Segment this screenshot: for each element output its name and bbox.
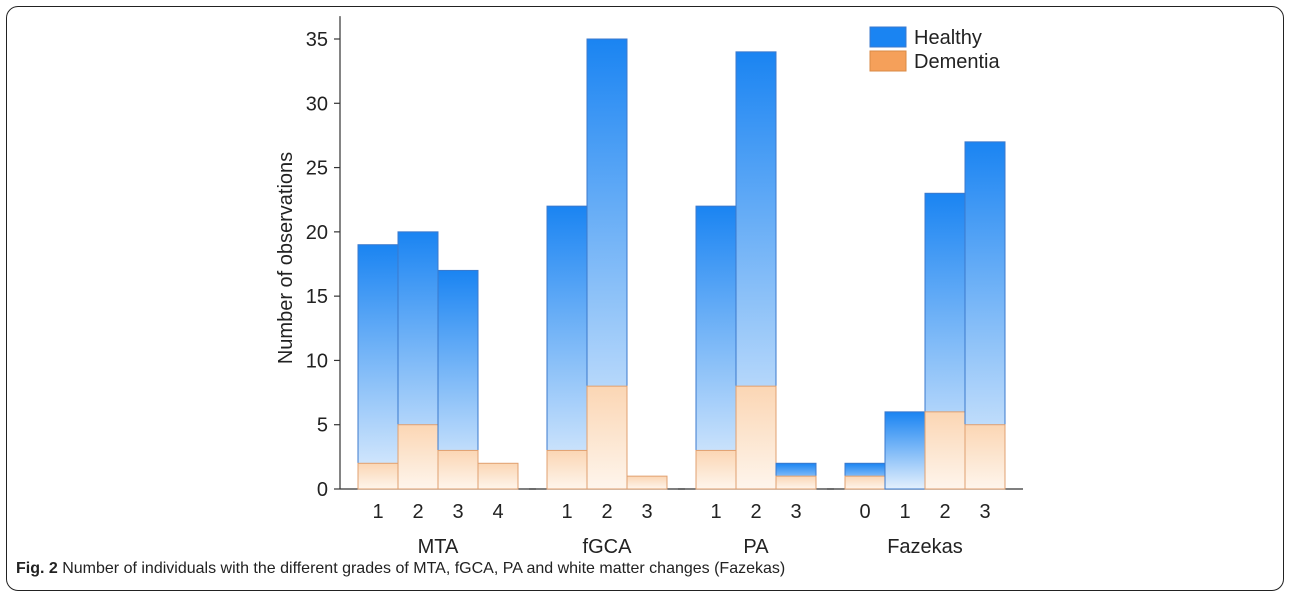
y-tick-label: 15 <box>306 286 328 308</box>
y-tick-label: 10 <box>306 350 328 372</box>
bar-healthy <box>695 205 737 490</box>
y-tick-label: 20 <box>306 222 328 244</box>
group-label: MTA <box>418 536 459 558</box>
y-tick-label: 0 <box>317 479 328 501</box>
y-tick-label: 25 <box>306 158 328 180</box>
caption-text: Number of individuals with the different… <box>57 560 786 577</box>
x-tick-label: 0 <box>859 501 870 523</box>
figure-caption: Fig. 2 Number of individuals with the di… <box>16 560 785 578</box>
x-tick-label: 2 <box>750 501 761 523</box>
bar-dementia <box>546 449 588 490</box>
y-tick-label: 5 <box>317 415 328 437</box>
bar-healthy <box>357 244 399 490</box>
x-tick-label: 1 <box>561 501 572 523</box>
bar-dementia <box>775 475 817 490</box>
bar-dementia <box>924 411 966 490</box>
x-tick-label: 2 <box>601 501 612 523</box>
bar-healthy <box>884 411 926 490</box>
x-tick-label: 4 <box>492 501 503 523</box>
y-tick-label: 30 <box>306 93 328 115</box>
x-tick-label: 3 <box>979 501 990 523</box>
bar-chart: 0 5 10 15 20 25 30 35 1 2 3 4 MTA 1 2 3 fGCA 1 2 3 PA 0 1 2 3 Faz… <box>275 16 1023 558</box>
y-axis-label: Number of observations <box>275 152 297 364</box>
bar-dementia <box>437 449 479 490</box>
group-label: PA <box>743 536 769 558</box>
bar-dementia <box>397 424 439 490</box>
y-tick-label: 35 <box>306 29 328 51</box>
legend-label-dementia: Dementia <box>914 51 1000 73</box>
bar-dementia <box>626 475 668 490</box>
bar-dementia <box>586 385 628 490</box>
group-label: fGCA <box>583 536 633 558</box>
group-label: Fazekas <box>887 536 963 558</box>
x-tick-label: 2 <box>939 501 950 523</box>
bar-dementia <box>357 462 399 490</box>
x-tick-label: 1 <box>899 501 910 523</box>
bar-dementia <box>964 424 1006 490</box>
caption-label: Fig. 2 <box>16 560 58 577</box>
bar-dementia <box>695 449 737 490</box>
legend-swatch-healthy <box>869 26 907 48</box>
bar-healthy <box>546 205 588 490</box>
x-tick-label: 1 <box>372 501 383 523</box>
bar-dementia <box>844 475 886 490</box>
x-tick-label: 3 <box>452 501 463 523</box>
legend-swatch-dementia <box>869 50 907 72</box>
legend-label-healthy: Healthy <box>914 27 982 49</box>
bar-dementia <box>735 385 777 490</box>
x-tick-label: 3 <box>790 501 801 523</box>
x-tick-label: 1 <box>710 501 721 523</box>
figure-frame <box>6 6 1284 591</box>
x-tick-label: 3 <box>641 501 652 523</box>
bar-dementia <box>477 462 519 490</box>
x-tick-label: 2 <box>412 501 423 523</box>
